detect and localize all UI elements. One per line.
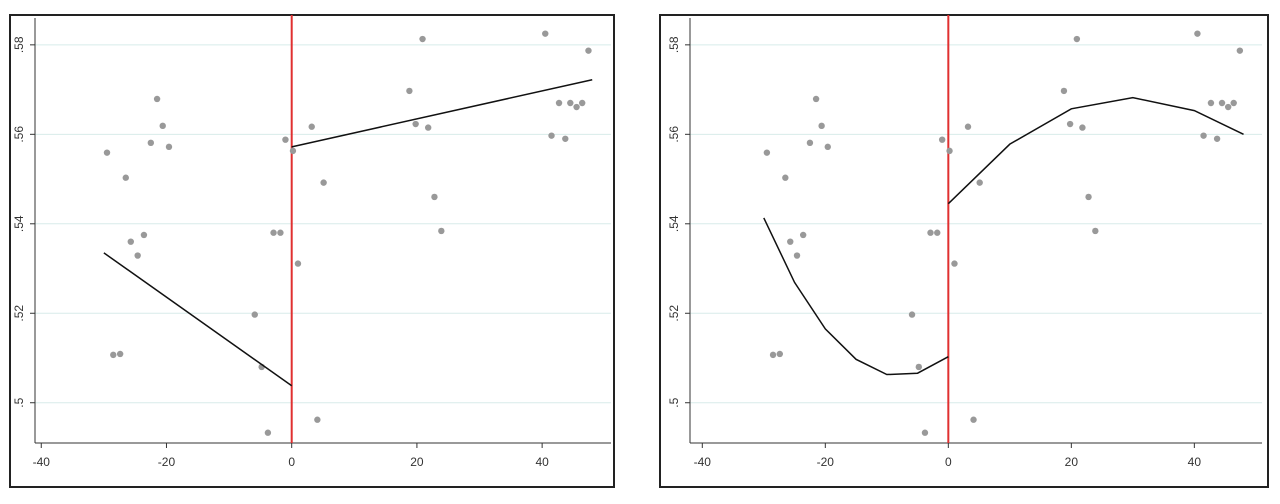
point — [976, 179, 983, 186]
point — [818, 122, 825, 130]
x-tick-label: 40 — [1188, 455, 1202, 469]
y-tick-label: .5 — [12, 397, 26, 407]
point — [282, 136, 289, 143]
fit-line — [291, 79, 593, 148]
point — [946, 147, 953, 155]
point — [412, 120, 419, 128]
point — [1213, 135, 1221, 142]
y-tick-label: .58 — [12, 36, 26, 53]
x-tick-label: 0 — [945, 455, 952, 469]
point — [1236, 47, 1244, 54]
point — [824, 143, 831, 151]
point — [122, 174, 129, 181]
point — [776, 350, 783, 358]
point — [116, 350, 124, 358]
point — [1079, 124, 1086, 131]
point — [769, 351, 777, 359]
point — [134, 252, 141, 259]
x-tick-label: -40 — [694, 455, 712, 469]
point — [1224, 103, 1232, 111]
panel-border — [659, 14, 1269, 488]
x-tick-label: -20 — [817, 455, 835, 469]
point — [127, 238, 134, 245]
point — [934, 229, 941, 236]
y-tick-label: .56 — [12, 126, 26, 143]
point — [320, 179, 327, 186]
point — [1230, 99, 1237, 107]
point — [806, 139, 814, 147]
point — [908, 311, 916, 318]
point — [153, 95, 161, 103]
point — [277, 229, 284, 236]
x-tick-label: 20 — [410, 455, 424, 469]
point — [1060, 87, 1068, 95]
point — [147, 139, 155, 147]
point — [951, 260, 958, 267]
point — [308, 123, 315, 130]
point — [579, 99, 586, 107]
y-tick-label: .56 — [667, 126, 681, 143]
point — [140, 231, 148, 239]
point — [938, 136, 946, 143]
point — [103, 149, 111, 156]
point — [1200, 132, 1207, 139]
point — [251, 311, 258, 318]
point — [406, 87, 413, 95]
point — [782, 174, 789, 181]
point — [424, 124, 432, 131]
point — [419, 35, 426, 43]
x-tick-label: -20 — [158, 455, 176, 469]
point — [165, 143, 173, 151]
point — [763, 149, 771, 156]
x-tick-label: -40 — [33, 455, 51, 469]
point — [1194, 30, 1201, 37]
point — [799, 231, 807, 239]
point — [1066, 120, 1074, 128]
y-tick-label: .58 — [667, 36, 681, 53]
fit-line — [763, 217, 949, 376]
point — [1085, 193, 1092, 201]
point — [964, 123, 972, 130]
point — [970, 416, 977, 423]
point — [927, 229, 934, 236]
point — [314, 416, 321, 423]
point — [270, 229, 277, 236]
x-tick-label: 20 — [1065, 455, 1079, 469]
point — [159, 122, 166, 130]
point — [567, 99, 574, 107]
point — [294, 260, 302, 267]
y-tick-label: .54 — [667, 215, 681, 232]
point — [812, 95, 820, 103]
y-tick-label: .54 — [12, 215, 26, 232]
x-tick-label: 40 — [535, 455, 549, 469]
point — [1092, 227, 1099, 235]
point — [1073, 35, 1081, 43]
point — [110, 351, 117, 359]
point — [585, 47, 592, 54]
fit-line — [947, 96, 1244, 205]
point — [542, 30, 549, 37]
y-tick-label: .52 — [12, 305, 26, 322]
panel-border — [9, 14, 615, 488]
y-tick-label: .5 — [667, 397, 681, 407]
y-tick-label: .52 — [667, 305, 681, 322]
x-tick-label: 0 — [288, 455, 295, 469]
point — [555, 99, 563, 107]
point — [438, 227, 445, 235]
point — [787, 238, 794, 245]
point — [431, 193, 438, 201]
point — [921, 429, 929, 436]
point — [548, 132, 555, 139]
fit-line — [103, 252, 293, 387]
point — [915, 363, 922, 371]
point — [1207, 99, 1215, 107]
point — [289, 147, 297, 155]
point — [1218, 99, 1226, 107]
point — [264, 429, 272, 436]
point — [562, 135, 569, 142]
point — [573, 103, 580, 111]
point — [793, 252, 801, 259]
